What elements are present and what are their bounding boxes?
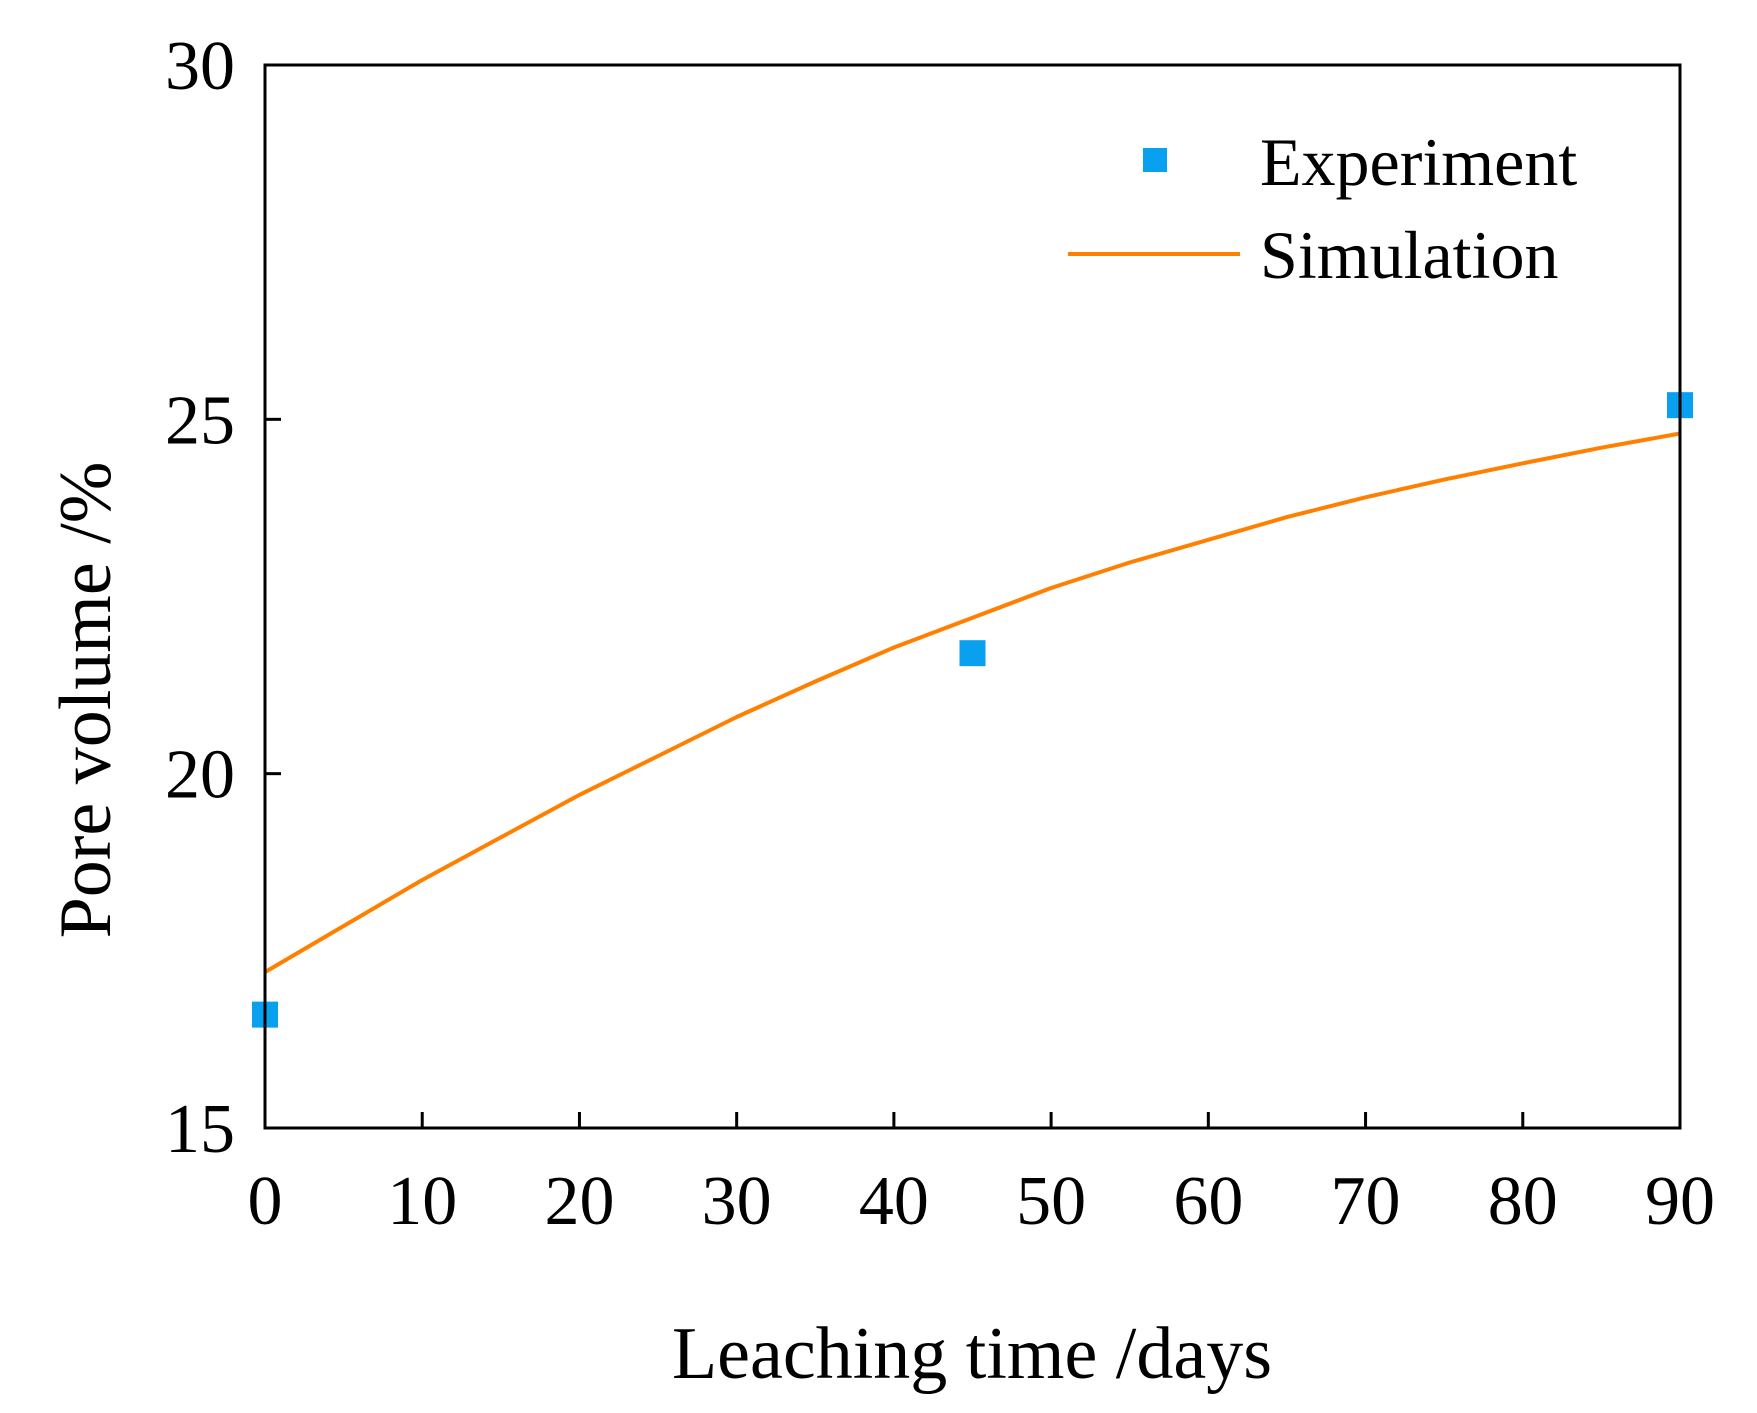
x-tick-label: 80	[1488, 1163, 1558, 1240]
x-tick-label: 70	[1331, 1163, 1401, 1240]
y-tick-label: 30	[165, 28, 235, 105]
x-tick-label: 40	[859, 1163, 929, 1240]
plot-frame	[263, 63, 1682, 1130]
y-axis-ticks: 15 20 25 30	[165, 28, 281, 1168]
legend-marker-experiment	[1143, 148, 1167, 172]
x-axis-title: Leaching time /days	[672, 1313, 1272, 1395]
x-axis-ticks: 0 10 20 30 40 50 60 70 80 90	[248, 1112, 1715, 1240]
legend: Experiment Simulation	[1068, 124, 1577, 293]
legend-label-experiment: Experiment	[1260, 124, 1577, 200]
x-tick-label: 90	[1645, 1163, 1715, 1240]
legend-label-simulation: Simulation	[1260, 217, 1558, 293]
x-tick-label: 50	[1016, 1163, 1086, 1240]
x-tick-label: 60	[1173, 1163, 1243, 1240]
x-tick-label: 30	[702, 1163, 772, 1240]
x-tick-label: 20	[544, 1163, 614, 1240]
y-axis-title: Pore volume /%	[45, 462, 127, 939]
y-tick-label: 20	[165, 737, 235, 814]
experiment-point	[959, 640, 986, 667]
x-tick-label: 10	[387, 1163, 457, 1240]
simulation-line	[263, 431, 1681, 974]
x-tick-label: 0	[248, 1163, 283, 1240]
plot-marks	[252, 392, 1693, 1028]
y-tick-label: 15	[165, 1091, 235, 1168]
y-tick-label: 25	[165, 382, 235, 459]
